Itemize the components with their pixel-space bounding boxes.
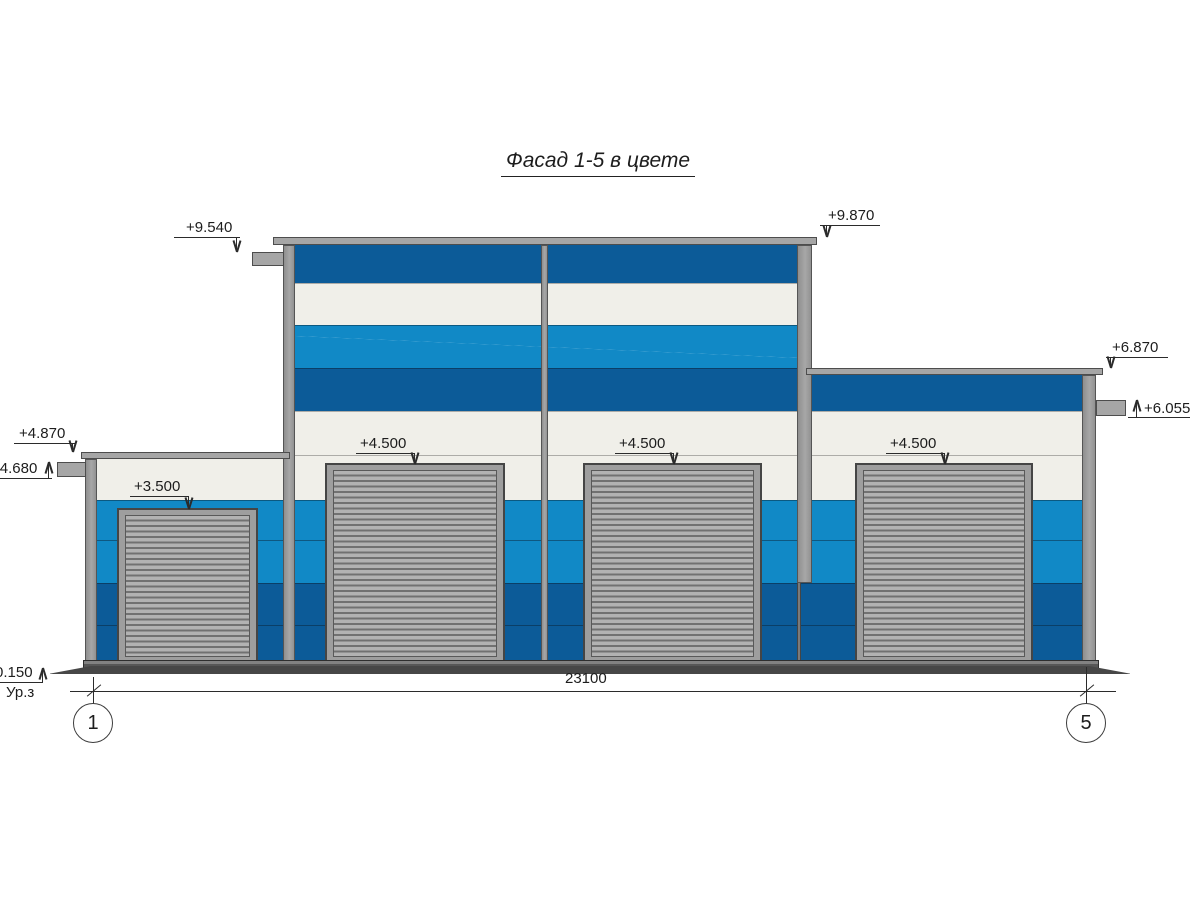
wall-bracket <box>252 252 284 266</box>
down-arrow-icon <box>938 452 951 464</box>
ground-level-label: Ур.з <box>6 684 35 701</box>
roller-door-3 <box>583 463 762 663</box>
axis-marker-5: 5 <box>1066 703 1106 743</box>
elevation-label: +4.500 <box>360 435 407 452</box>
axis-number: 5 <box>1080 711 1092 734</box>
axis-number: 1 <box>87 711 99 734</box>
elevation-label: +3.500 <box>134 478 181 495</box>
up-arrow-icon <box>36 668 49 680</box>
door-slats <box>591 470 754 657</box>
dimension-text: 23100 <box>565 670 607 687</box>
up-arrow-icon <box>42 462 55 474</box>
parapet-cap-left <box>81 452 290 459</box>
elevation-label: +6.055 <box>1144 400 1191 417</box>
extension-line <box>93 677 94 704</box>
facade-column <box>797 245 812 583</box>
elevation-label: +4.680 <box>0 460 38 477</box>
down-arrow-icon <box>820 225 833 237</box>
down-arrow-icon <box>1104 356 1117 368</box>
dimension-line <box>70 691 1116 692</box>
axis-marker-1: 1 <box>73 703 113 743</box>
facade-band-white <box>85 459 283 500</box>
ground-line <box>50 666 1130 674</box>
parapet-cap-center <box>273 237 817 245</box>
facade-column <box>85 459 97 663</box>
page-title: Фасад 1-5 в цвете <box>501 149 696 177</box>
parapet-cap-right <box>806 368 1103 375</box>
down-arrow-icon <box>230 240 243 252</box>
door-slats <box>863 470 1025 657</box>
facade-band-white <box>812 411 1096 455</box>
roller-door-2 <box>325 463 505 663</box>
down-arrow-icon <box>667 452 680 464</box>
roller-door-1 <box>117 508 258 663</box>
elevation-label: +4.500 <box>890 435 937 452</box>
down-arrow-icon <box>182 497 195 509</box>
down-arrow-icon <box>408 452 421 464</box>
elevation-label: +6.870 <box>1112 339 1159 356</box>
elevation-label: +9.870 <box>828 207 875 224</box>
facade-column <box>541 245 548 663</box>
elevation-label: -0.150 <box>0 664 33 681</box>
extension-line <box>1086 667 1087 704</box>
facade-panel-seam <box>797 583 801 663</box>
elevation-label: +4.870 <box>19 425 66 442</box>
wall-bracket <box>57 462 86 477</box>
facade-column <box>1082 375 1096 663</box>
elevation-label: +9.540 <box>186 219 233 236</box>
roller-door-4 <box>855 463 1033 663</box>
down-arrow-icon <box>66 440 79 452</box>
elevation-label: +4.500 <box>619 435 666 452</box>
door-slats <box>125 515 250 657</box>
door-slats <box>333 470 497 657</box>
wall-bracket <box>1096 400 1126 416</box>
facade-band-dark-blue <box>812 375 1096 411</box>
